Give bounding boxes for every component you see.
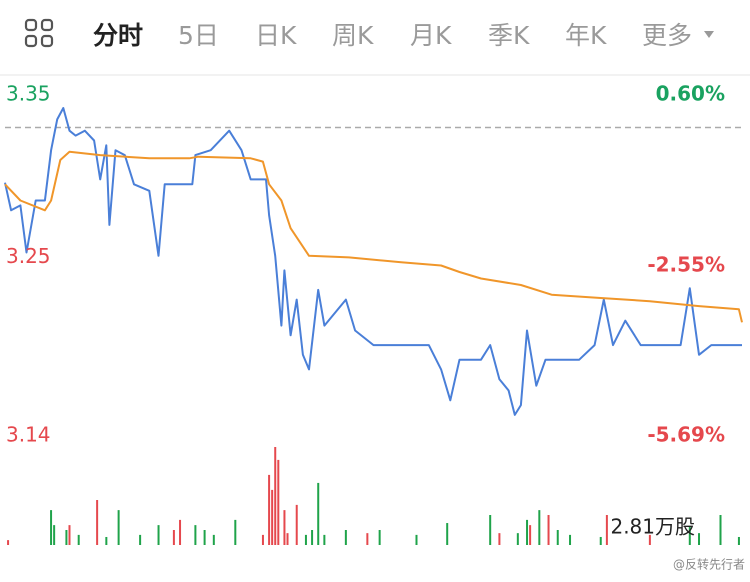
tab[interactable]: 月K (410, 21, 452, 50)
layout-icon[interactable] (24, 18, 54, 48)
volume-bar (96, 500, 99, 545)
dropdown-arrow[interactable] (704, 31, 714, 38)
volume-bar (304, 534, 307, 545)
tab[interactable]: 分时 (93, 21, 143, 50)
volume-bar (529, 525, 532, 545)
volume-bar (547, 515, 550, 545)
y-tick-label: 3.35 (6, 82, 51, 106)
volume-bar (139, 534, 142, 545)
volume-bar (194, 525, 197, 545)
volume-bar (203, 530, 206, 545)
volume-bar (179, 519, 182, 545)
tab[interactable]: 日K (255, 21, 297, 50)
volume-bar (268, 474, 271, 545)
volume-bar (556, 530, 559, 545)
volume-bar (605, 515, 608, 545)
tab[interactable]: 季K (488, 21, 530, 50)
watermark: @反转先行者 (673, 557, 745, 572)
volume-bar (688, 526, 691, 545)
tab[interactable]: 周K (332, 21, 374, 50)
tab[interactable]: 5日 (178, 21, 219, 50)
volume-bar (648, 534, 651, 545)
volume-bar (271, 489, 274, 545)
volume-bar (117, 510, 120, 545)
icon-cell (40, 18, 54, 32)
volume-bar (274, 447, 277, 545)
volume-bar (53, 525, 56, 545)
volume-bar (698, 533, 701, 545)
y2-tick-label: -5.69% (647, 423, 725, 447)
tab[interactable]: 更多 (642, 21, 692, 50)
volume-bar (295, 504, 298, 545)
volume-bar (212, 534, 215, 545)
volume-bar (344, 530, 347, 545)
price-line (4, 150, 743, 323)
volume-bar (516, 533, 519, 545)
volume-bar (105, 536, 108, 545)
y-tick-label: 3.25 (6, 244, 51, 268)
volume-bar (498, 533, 501, 545)
y2-tick-label: -2.55% (647, 252, 725, 276)
volume-bar (415, 534, 418, 545)
volume-bar (50, 510, 53, 545)
volume-bar (737, 536, 740, 545)
volume-bar (65, 530, 68, 545)
volume-bar (234, 519, 237, 545)
volume-bar (311, 530, 314, 545)
price-line (4, 107, 742, 416)
icon-cell (24, 18, 38, 32)
volume-bar (366, 533, 369, 545)
volume-bar (7, 540, 10, 545)
volume-bar (77, 534, 80, 545)
icon-cell (24, 34, 38, 48)
volume-bar (526, 519, 529, 545)
volume-bar (283, 510, 286, 545)
volume-bar (68, 525, 71, 545)
volume-bar (446, 523, 449, 545)
tab[interactable]: 年K (565, 21, 607, 50)
volume-bar (719, 515, 722, 545)
volume-bar (599, 536, 602, 545)
volume-bar (157, 525, 160, 545)
volume-bar (286, 533, 289, 545)
volume-bar (378, 530, 381, 545)
volume-bar (261, 534, 264, 545)
volume-bar (569, 534, 572, 545)
volume-bar (489, 515, 492, 545)
volume-bar (172, 530, 175, 545)
volume-bar (538, 510, 541, 545)
volume-max-label: 2.81万股 (610, 515, 695, 539)
y-tick-label: 3.14 (6, 423, 51, 447)
volume-bar (323, 534, 326, 545)
volume-bar (277, 459, 280, 545)
icon-cell (40, 34, 54, 48)
y2-tick-label: 0.60% (656, 82, 725, 106)
volume-bar (317, 482, 320, 545)
